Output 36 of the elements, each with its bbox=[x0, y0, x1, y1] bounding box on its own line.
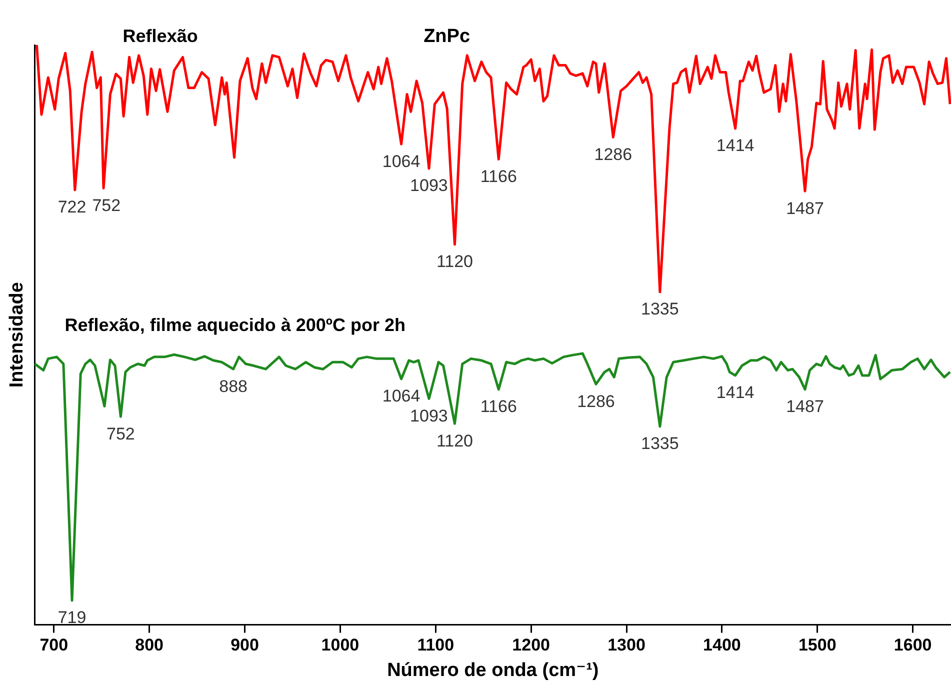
x-axis-title: Número de onda (cm⁻¹) bbox=[387, 660, 599, 681]
annotation: 1487 bbox=[786, 397, 824, 416]
annotation: 1286 bbox=[594, 144, 632, 164]
annotation: 1414 bbox=[716, 383, 754, 402]
x-tick-label: 1500 bbox=[798, 636, 836, 655]
annotation: 1487 bbox=[786, 198, 824, 218]
annotation: 1064 bbox=[382, 386, 420, 406]
annotation: 1414 bbox=[716, 136, 754, 156]
annotation: 1335 bbox=[641, 434, 679, 454]
annotation: 1093 bbox=[410, 406, 448, 426]
x-tick-label: 800 bbox=[135, 636, 164, 655]
annotation: 1286 bbox=[577, 392, 615, 411]
x-tick-label: 900 bbox=[230, 636, 259, 655]
x-tick-label: 1400 bbox=[703, 636, 741, 655]
series-label: Reflexão bbox=[122, 26, 198, 46]
x-tick-label: 1000 bbox=[321, 636, 360, 655]
annotation: 888 bbox=[219, 376, 248, 396]
annotation: 1120 bbox=[436, 431, 474, 450]
annotation: 1093 bbox=[410, 176, 448, 196]
series-label: Reflexão, filme aquecido à 200ºC por 2h bbox=[64, 314, 406, 335]
annotation: 1335 bbox=[641, 300, 679, 319]
annotation: 1166 bbox=[480, 166, 517, 186]
annotation: 722 bbox=[58, 198, 86, 217]
annotation: 1120 bbox=[436, 252, 474, 272]
annotation: 752 bbox=[92, 196, 121, 215]
chart-title: ZnPc bbox=[424, 26, 470, 48]
x-tick-label: 700 bbox=[40, 636, 68, 655]
annotation: 752 bbox=[106, 424, 135, 444]
x-tick-label: 1200 bbox=[512, 636, 550, 655]
annotation: 1166 bbox=[480, 397, 517, 416]
annotation: 1064 bbox=[382, 152, 420, 171]
x-tick-label: 1600 bbox=[894, 636, 932, 655]
x-tick-label: 1300 bbox=[608, 636, 646, 655]
x-tick-label: 1100 bbox=[417, 636, 454, 655]
y-axis-title: Intensidade bbox=[6, 282, 28, 388]
annotation: 719 bbox=[58, 608, 86, 628]
